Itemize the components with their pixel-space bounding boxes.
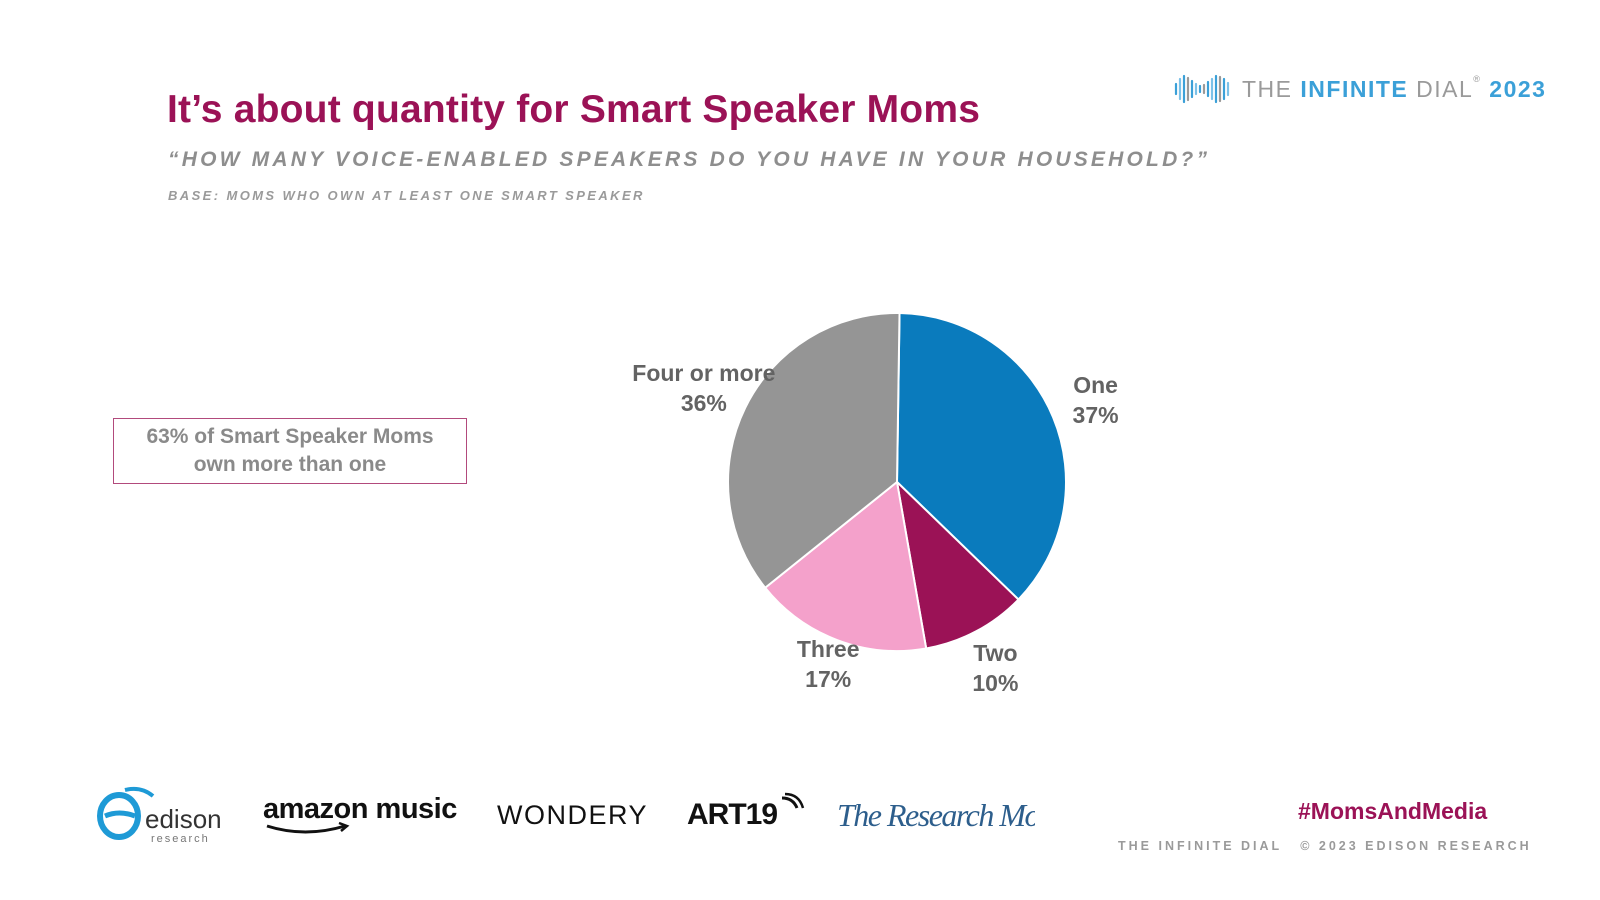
- slice-label-three: Three 17%: [797, 634, 860, 694]
- infinity-bars-icon: [1174, 74, 1230, 104]
- brand-year: 2023: [1481, 75, 1547, 102]
- callout-line-1: 63% of Smart Speaker Moms: [146, 425, 434, 448]
- wondery-word: WONDERY: [497, 800, 648, 830]
- research-word: research: [151, 833, 210, 845]
- research-moms-word: The Research Moms: [837, 797, 1035, 833]
- brand-dial: DIAL: [1408, 75, 1474, 102]
- callout-line-2: own more than one: [193, 453, 387, 476]
- callout-box: 63% of Smart Speaker Moms own more than …: [113, 418, 467, 484]
- hashtag: #MomsAndMedia: [1298, 798, 1488, 824]
- registered-mark: ®: [1473, 73, 1482, 84]
- slice-value: 37%: [1072, 401, 1119, 428]
- question-subtitle: “HOW MANY VOICE-ENABLED SPEAKERS DO YOU …: [168, 148, 1211, 171]
- research-moms-logo: The Research Moms: [837, 797, 1035, 833]
- slice-value: 10%: [972, 669, 1019, 696]
- base-note: BASE: MOMS WHO OWN AT LEAST ONE SMART SP…: [168, 188, 645, 203]
- slice-label-one: One 37%: [1073, 370, 1119, 430]
- sponsor-logos: edison research amazon music WONDERY ART…: [95, 786, 1055, 850]
- slice-name: Two: [973, 639, 1018, 666]
- slice-label-four-or-more: Four or more 36%: [632, 358, 775, 418]
- pie-slice-three: [763, 480, 928, 652]
- edison-research-logo: edison research: [97, 786, 222, 845]
- pie-slice-one: [895, 312, 1067, 601]
- edison-word: edison: [145, 804, 222, 834]
- brand-wordmark: THE INFINITE DIAL® 2023: [1242, 73, 1547, 103]
- slice-name: Three: [796, 636, 860, 663]
- slice-name: One: [1073, 371, 1118, 398]
- slice-value: 36%: [680, 389, 727, 416]
- footer-note-left: THE INFINITE DIAL: [1118, 839, 1283, 853]
- slice-name: Four or more: [632, 359, 776, 386]
- art19-word: ART19: [687, 798, 777, 831]
- brand-prefix: THE: [1242, 75, 1301, 102]
- brand-infinite: INFINITE: [1300, 75, 1409, 102]
- wondery-logo: WONDERY: [497, 800, 648, 830]
- pie-slice-two: [895, 479, 1020, 650]
- infinite-dial-brand: THE INFINITE DIAL® 2023: [1172, 70, 1546, 108]
- footer-note: THE INFINITE DIAL © 2023 EDISON RESEARCH: [1118, 839, 1532, 853]
- pie-slice-four-or-more: [727, 312, 901, 590]
- amazon-music-logo: amazon music: [263, 793, 458, 834]
- slice-label-two: Two 10%: [972, 638, 1018, 698]
- page-title: It’s about quantity for Smart Speaker Mo…: [167, 88, 981, 131]
- art19-logo: ART19: [687, 792, 805, 831]
- amazon-music-word: amazon music: [263, 793, 457, 825]
- slice-value: 17%: [805, 666, 852, 693]
- footer-note-right: © 2023 EDISON RESEARCH: [1300, 839, 1532, 853]
